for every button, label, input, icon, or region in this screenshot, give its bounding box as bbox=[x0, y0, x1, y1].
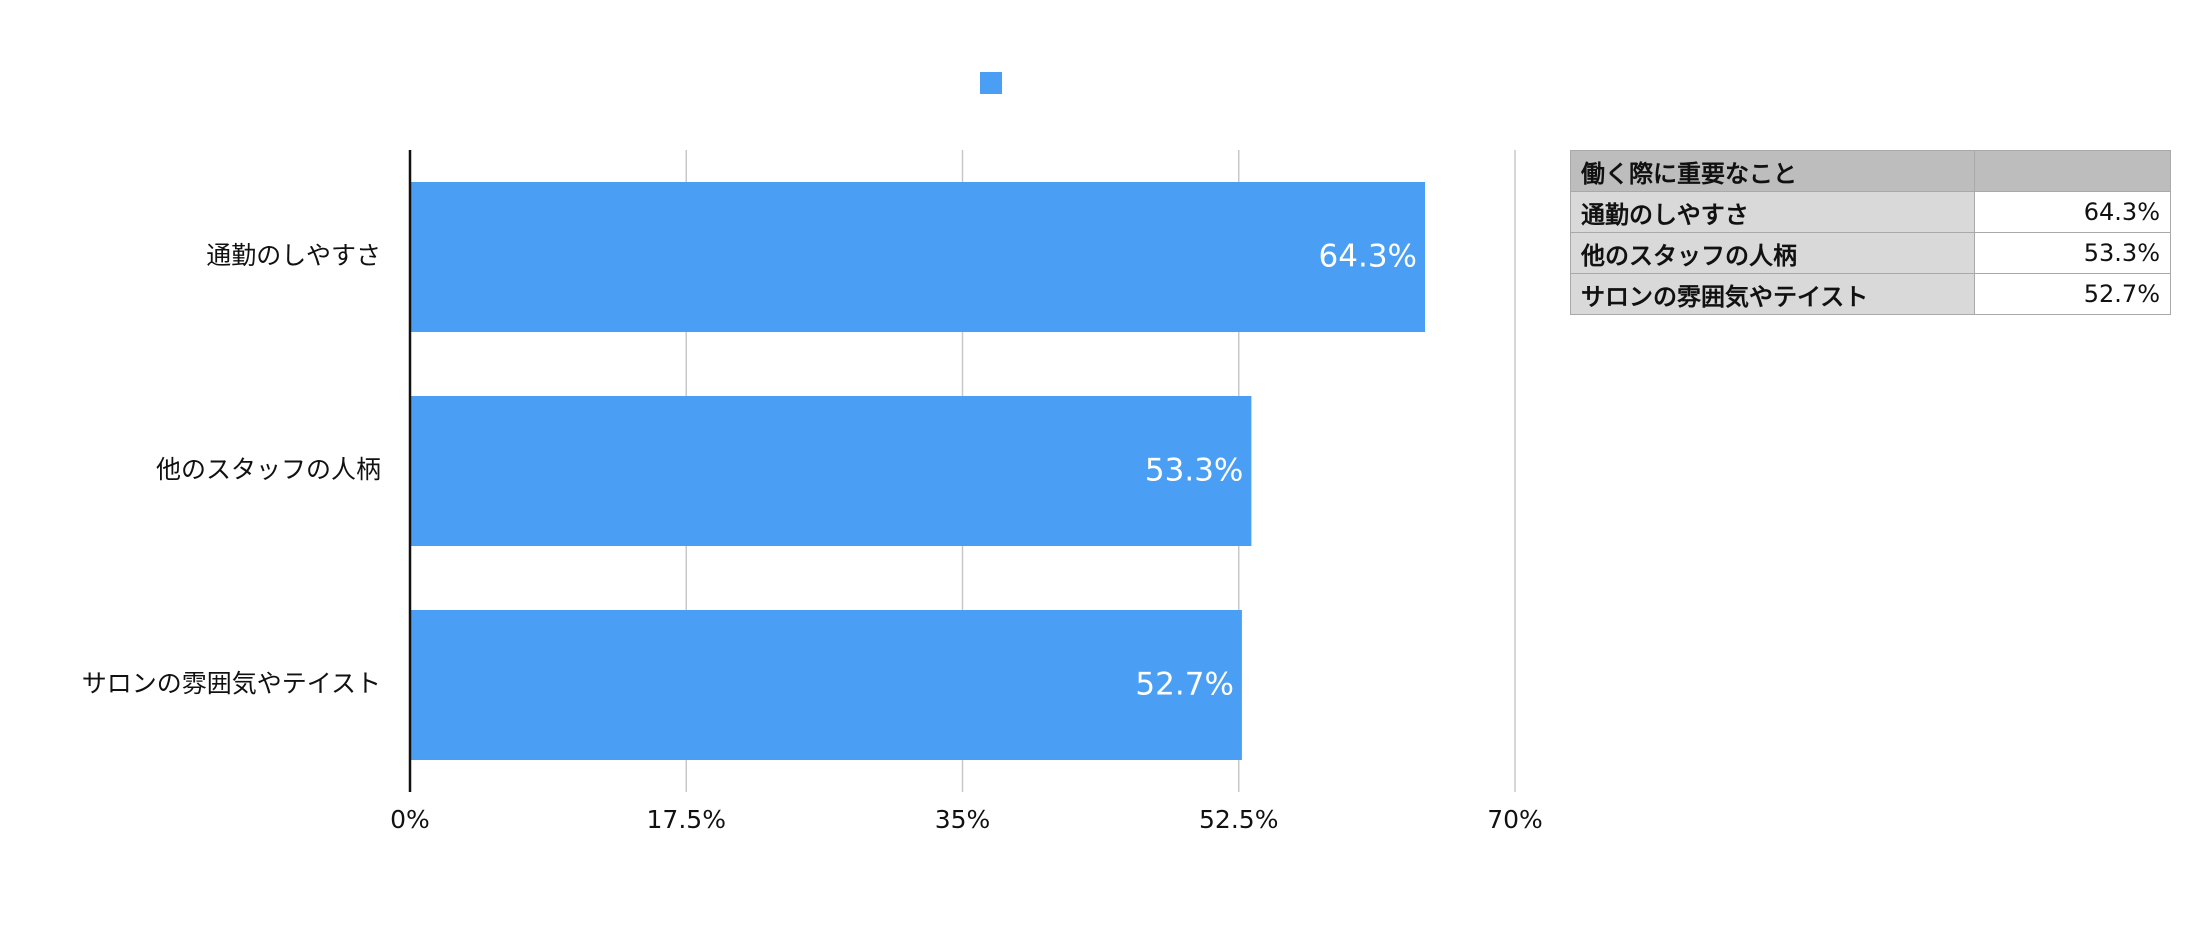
bar bbox=[410, 182, 1426, 332]
x-tick-label: 17.5% bbox=[647, 805, 726, 834]
category-label: サロンの雰囲気やテイスト bbox=[82, 669, 381, 698]
table-cell-name: 他のスタッフの人柄 bbox=[1570, 232, 1975, 274]
table-header-row: 働く際に重要なこと bbox=[1570, 150, 2171, 192]
table-cell-value: 64.3% bbox=[1974, 191, 2171, 233]
category-label: 通勤のしやすさ bbox=[206, 241, 381, 270]
table-cell-name: 通勤のしやすさ bbox=[1570, 191, 1975, 233]
table-header-value bbox=[1974, 150, 2171, 192]
bars bbox=[410, 182, 1426, 760]
table-row: 他のスタッフの人柄 53.3% bbox=[1570, 232, 2171, 274]
bar bbox=[410, 610, 1242, 760]
legend-swatch bbox=[980, 72, 1002, 94]
x-tick-label: 0% bbox=[390, 805, 430, 834]
data-labels: 64.3% 53.3% 52.7% bbox=[1135, 239, 1417, 703]
table-row: サロンの雰囲気やテイスト 52.7% bbox=[1570, 273, 2171, 315]
data-label: 64.3% bbox=[1319, 239, 1417, 275]
data-label: 53.3% bbox=[1145, 453, 1243, 489]
category-label: 他のスタッフの人柄 bbox=[156, 455, 381, 484]
data-label: 52.7% bbox=[1135, 667, 1233, 703]
table-cell-name: サロンの雰囲気やテイスト bbox=[1570, 273, 1975, 315]
bar bbox=[410, 396, 1252, 546]
table-cell-value: 53.3% bbox=[1974, 232, 2171, 274]
x-tick-label: 70% bbox=[1487, 805, 1543, 834]
x-tick-labels: 0% 17.5% 35% 52.5% 70% bbox=[390, 805, 1543, 834]
x-tick-label: 52.5% bbox=[1199, 805, 1278, 834]
table-row: 通勤のしやすさ 64.3% bbox=[1570, 191, 2171, 233]
table-cell-value: 52.7% bbox=[1974, 273, 2171, 315]
data-table: 働く際に重要なこと 通勤のしやすさ 64.3% 他のスタッフの人柄 53.3% … bbox=[1570, 150, 2171, 315]
x-tick-label: 35% bbox=[935, 805, 991, 834]
table-header-name: 働く際に重要なこと bbox=[1570, 150, 1975, 192]
